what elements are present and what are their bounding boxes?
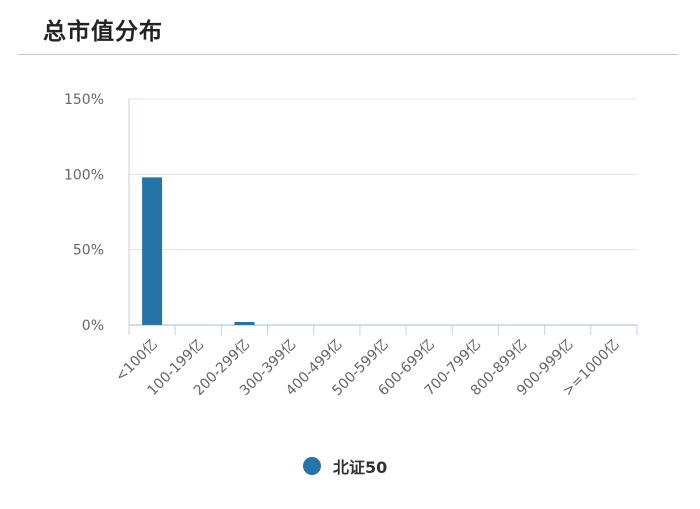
bar-chart: 0% 50% 100% 150% <100亿100-199亿200-299亿300-3… bbox=[64, 92, 638, 400]
title-divider bbox=[18, 54, 678, 55]
y-axis-ticks: 0% 50% 100% 150% bbox=[64, 92, 104, 334]
legend-item[interactable]: 北证50 bbox=[303, 454, 387, 478]
bar[interactable] bbox=[142, 177, 163, 325]
legend-label: 北证50 bbox=[333, 458, 388, 477]
grid-lines bbox=[129, 98, 637, 251]
chart-axes bbox=[128, 99, 638, 335]
page-title: 总市值分布 bbox=[43, 19, 163, 45]
y-tick-label: 150% bbox=[64, 92, 104, 108]
chart-header: 总市值分布 bbox=[0, 0, 700, 58]
bars bbox=[142, 177, 255, 325]
bar[interactable] bbox=[234, 321, 255, 325]
legend-marker bbox=[303, 457, 321, 475]
y-tick-label: 0% bbox=[82, 318, 104, 334]
y-tick-label: 50% bbox=[73, 243, 104, 259]
x-axis-ticks: <100亿100-199亿200-299亿300-399亿400-499亿500… bbox=[113, 337, 623, 400]
y-tick-label: 100% bbox=[64, 167, 104, 183]
chart-legend: 北证50 bbox=[0, 452, 700, 480]
